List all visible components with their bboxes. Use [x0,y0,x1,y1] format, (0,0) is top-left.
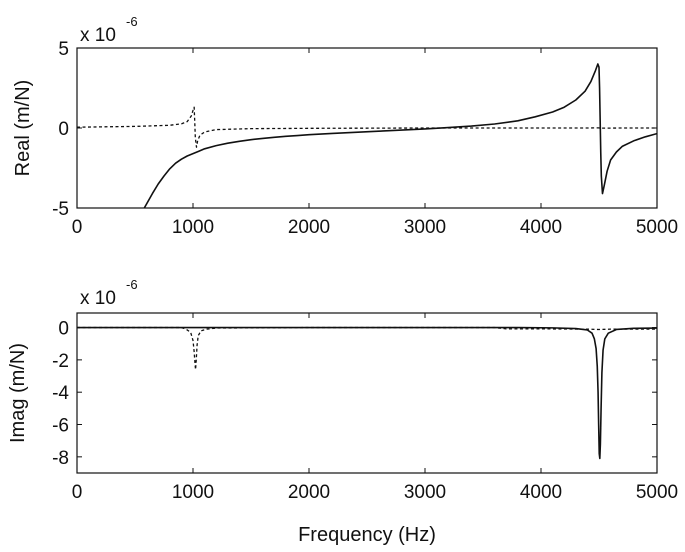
real-y-tick-label: -5 [52,199,69,220]
frequency-axis-title: Frequency (Hz) [298,524,436,546]
real-y-tick-label: 0 [58,119,69,140]
real-plot-frame [76,47,658,209]
real-x-tick-label: 3000 [404,217,446,238]
imag-x-tick-label: 4000 [520,482,562,503]
imag-y-tick-label: -6 [52,416,69,437]
real-x-tick-label: 1000 [172,217,214,238]
imag-x-tick-label: 0 [72,482,83,503]
real-x-tick-label: 0 [72,217,83,238]
real-scale-exponent: -6 [126,14,138,29]
imag-series-dashed-line [77,326,657,371]
imag-scale-exponent: -6 [126,277,138,292]
imag-y-axis-title: Imag (m/N) [7,343,29,443]
real-series-solid-line [143,63,657,208]
imag-y-tick-label: -2 [52,351,69,372]
imag-part-plot: x 10 -6 Imag (m/N) 0 1000 2000 3000 4000 5000… [7,277,678,546]
imag-scale-prefix: x 10 [80,288,116,309]
imag-x-tick-label: 1000 [172,482,214,503]
imag-x-tick-label: 5000 [636,482,678,503]
real-y-axis-title: Real (m/N) [12,80,34,177]
imag-plot-frame [76,312,658,474]
imag-x-tick-label: 3000 [404,482,446,503]
imag-y-tick-label: -8 [52,448,69,469]
real-x-tick-label: 4000 [520,217,562,238]
real-scale-prefix: x 10 [80,25,116,46]
real-y-tick-label: 5 [58,39,69,60]
imag-series-solid-line [77,326,657,460]
imag-y-tick-label: -4 [52,383,69,404]
real-x-tick-label: 2000 [288,217,330,238]
imag-y-tick-label: 0 [58,319,69,340]
real-x-tick-label: 5000 [636,217,678,238]
real-series-dashed-line [77,106,657,148]
real-part-plot: x 10 -6 Real (m/N) 0 1000 2000 3000 4000 5000… [12,14,678,238]
imag-x-tick-label: 2000 [288,482,330,503]
